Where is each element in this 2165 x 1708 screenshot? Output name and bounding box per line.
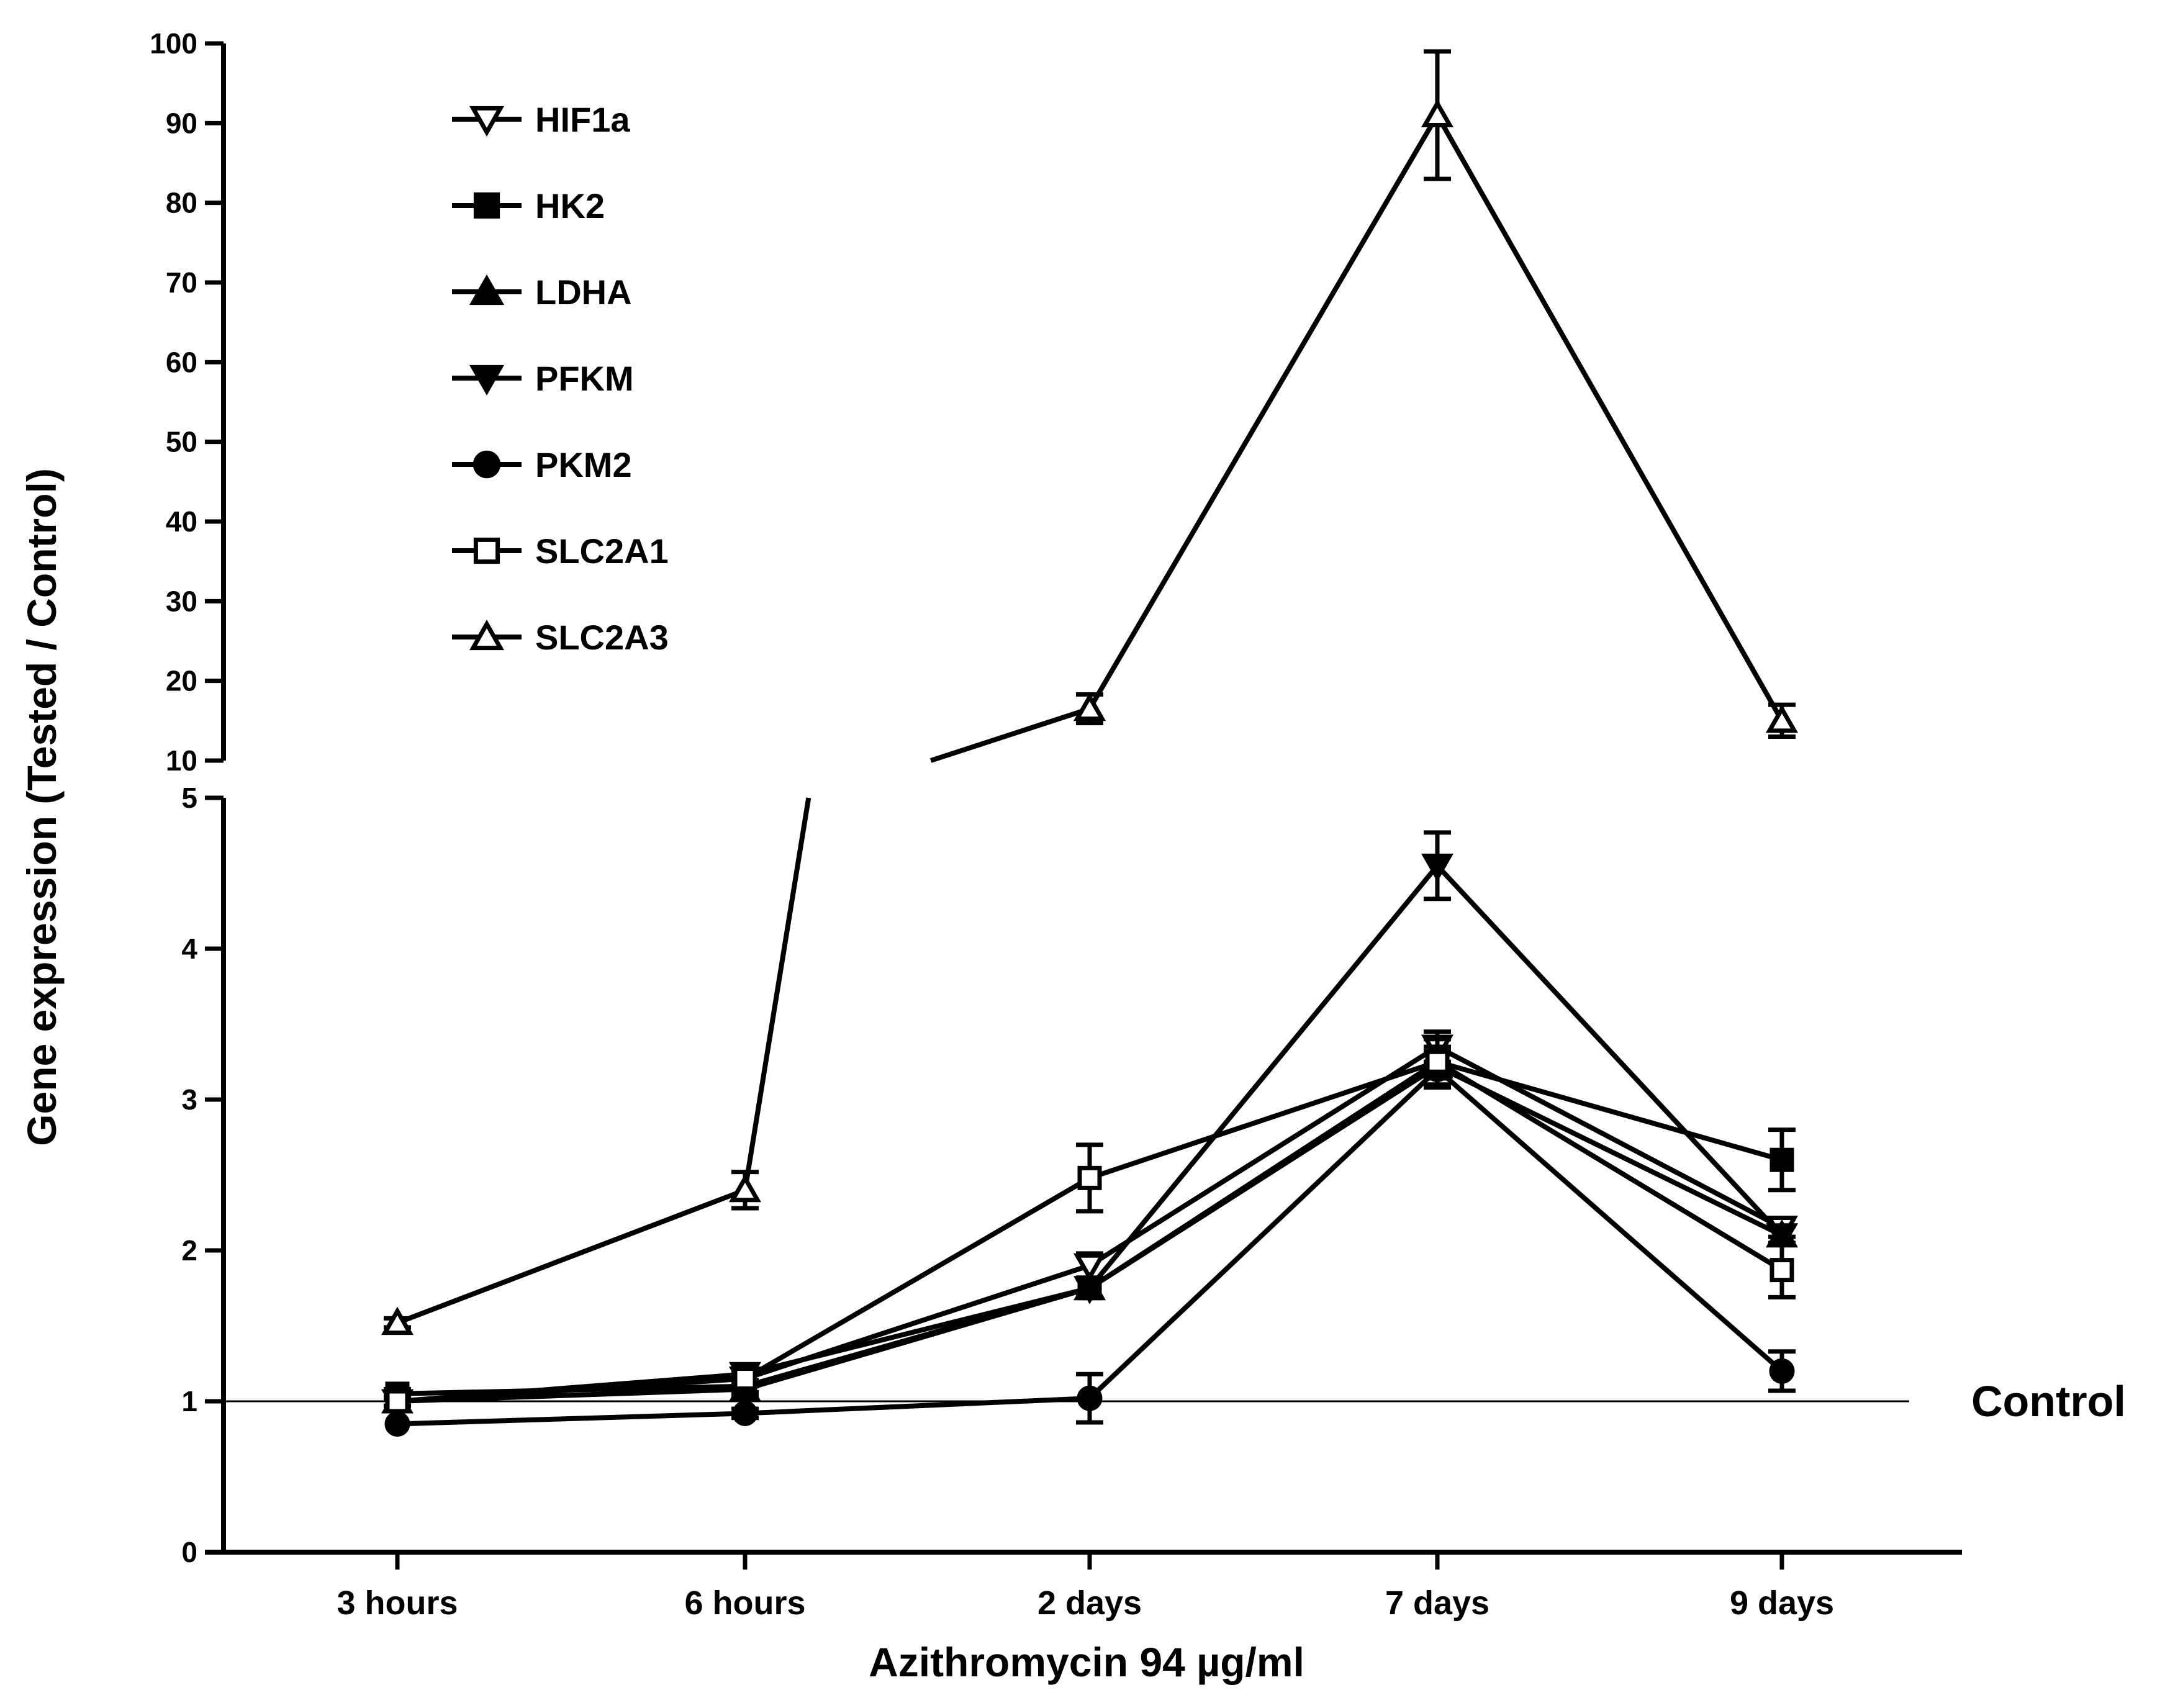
legend-item-pfkm: PFKM	[452, 359, 634, 398]
series-slc2a3	[381, 49, 1799, 1335]
axes: 0 1 2 3 4 5 10 20 30 40 50 60 70 80 90 100 3 hours 6 hour…	[150, 27, 1962, 1622]
legend-item-hk2: HK2	[452, 186, 605, 225]
legend-marker	[469, 364, 505, 395]
legend-item-hif1a: HIF1a	[452, 100, 630, 139]
series-line-segment	[397, 1411, 746, 1427]
data-point-pkm2	[1077, 1385, 1103, 1411]
data-point-slc2a1	[1770, 1258, 1794, 1283]
data-point-slc2a1	[1077, 1165, 1102, 1190]
data-point-pkm2	[1769, 1358, 1795, 1384]
legend-label: HK2	[535, 186, 605, 225]
legend-label: LDHA	[535, 273, 632, 312]
series-line-segment	[397, 1376, 746, 1404]
series-line-segment	[929, 706, 1091, 763]
legend-marker	[473, 537, 500, 564]
y-tick-label: 100	[150, 27, 197, 60]
x-tick-label: 6 hours	[684, 1584, 805, 1622]
data-point-hk2	[1770, 1147, 1794, 1172]
y-tick-label: 30	[166, 585, 197, 617]
series-hif1a	[381, 1029, 1799, 1418]
y-axis-title: Gene expression (Tested / Control)	[19, 468, 65, 1146]
x-tick-label: 2 days	[1037, 1584, 1142, 1622]
series-line-segment	[1088, 1067, 1439, 1401]
legend-item-pkm2: PKM2	[452, 445, 632, 484]
legend: HIF1a HK2 LDHA PFKM PKM2 SLC2A1 SLC2A3	[452, 100, 669, 657]
series-line-segment	[744, 1396, 1090, 1416]
series-line-segment	[396, 1188, 746, 1326]
y-tick-label: 0	[181, 1536, 197, 1568]
series-line-segment	[1435, 1059, 1784, 1273]
series-pkm2	[384, 1049, 1796, 1437]
legend-item-ldha: LDHA	[452, 273, 632, 312]
legend-label: PFKM	[535, 359, 634, 398]
y-tick-label: 80	[166, 187, 197, 219]
series-line-segment	[1435, 1067, 1784, 1373]
y-tick-label: 4	[181, 933, 197, 965]
y-tick-label: 60	[166, 346, 197, 378]
data-point-slc2a1	[733, 1367, 757, 1391]
data-point-slc2a3	[1765, 704, 1799, 733]
y-tick-label: 3	[181, 1083, 197, 1116]
series-line-segment	[1087, 864, 1440, 1290]
series-line-segment	[744, 1285, 1090, 1377]
control-label: Control	[1971, 1377, 2126, 1426]
series-ldha	[381, 1050, 1799, 1414]
data-point-pfkm	[1073, 1276, 1106, 1304]
data-point-slc2a3	[728, 1173, 762, 1203]
x-tick-label: 7 days	[1385, 1584, 1489, 1622]
data-point-slc2a3	[381, 1306, 414, 1335]
series-line-segment	[1088, 1059, 1439, 1181]
y-tick-label: 90	[166, 107, 197, 139]
y-tick-label: 20	[166, 665, 197, 697]
series-line-segment	[743, 797, 811, 1191]
data-point-slc2a1	[1425, 1049, 1450, 1074]
legend-marker	[469, 620, 505, 651]
legend-item-slc2a1: SLC2A1	[452, 531, 669, 571]
data-point-pfkm	[1765, 1223, 1799, 1252]
data-point-slc2a3	[1421, 99, 1454, 127]
series-line-segment	[743, 1175, 1092, 1381]
data-point-pkm2	[732, 1400, 758, 1426]
legend-marker	[469, 106, 505, 137]
series-line-segment	[1435, 864, 1784, 1237]
y-tick-label: 70	[166, 266, 197, 299]
legend-label: HIF1a	[535, 100, 630, 139]
legend-item-slc2a3: SLC2A3	[452, 618, 669, 657]
y-tick-label: 1	[181, 1385, 197, 1417]
series-line-segment	[1087, 114, 1440, 710]
y-tick-label: 5	[181, 782, 197, 814]
series-slc2a1	[384, 1037, 1796, 1414]
y-tick-label: 10	[166, 744, 197, 777]
series-hk2	[384, 1044, 1796, 1406]
series-line-segment	[1435, 114, 1784, 722]
series-line-segment	[1436, 1044, 1783, 1231]
y-tick-label: 50	[166, 426, 197, 458]
legend-marker	[469, 274, 505, 305]
x-axis-title: Azithromycin 94 µg/ml	[869, 1639, 1304, 1685]
x-tick-label: 3 hours	[337, 1584, 458, 1622]
data-point-pkm2	[384, 1411, 410, 1437]
x-tick-label: 9 days	[1730, 1584, 1834, 1622]
series-line-segment	[1088, 1064, 1439, 1291]
y-tick-label: 2	[181, 1234, 197, 1267]
data-point-slc2a3	[1073, 692, 1106, 721]
data-point-pfkm	[1421, 853, 1454, 882]
legend-label: PKM2	[535, 445, 632, 484]
legend-marker	[472, 450, 501, 479]
data-point-hif1a	[1073, 1253, 1106, 1282]
legend-label: SLC2A1	[535, 531, 669, 571]
series-layer	[381, 49, 1799, 1437]
legend-label: SLC2A3	[535, 618, 669, 657]
legend-marker	[473, 192, 500, 219]
y-tick-label: 40	[166, 505, 197, 538]
series-line-segment	[1436, 1059, 1783, 1163]
data-point-slc2a1	[385, 1389, 410, 1414]
